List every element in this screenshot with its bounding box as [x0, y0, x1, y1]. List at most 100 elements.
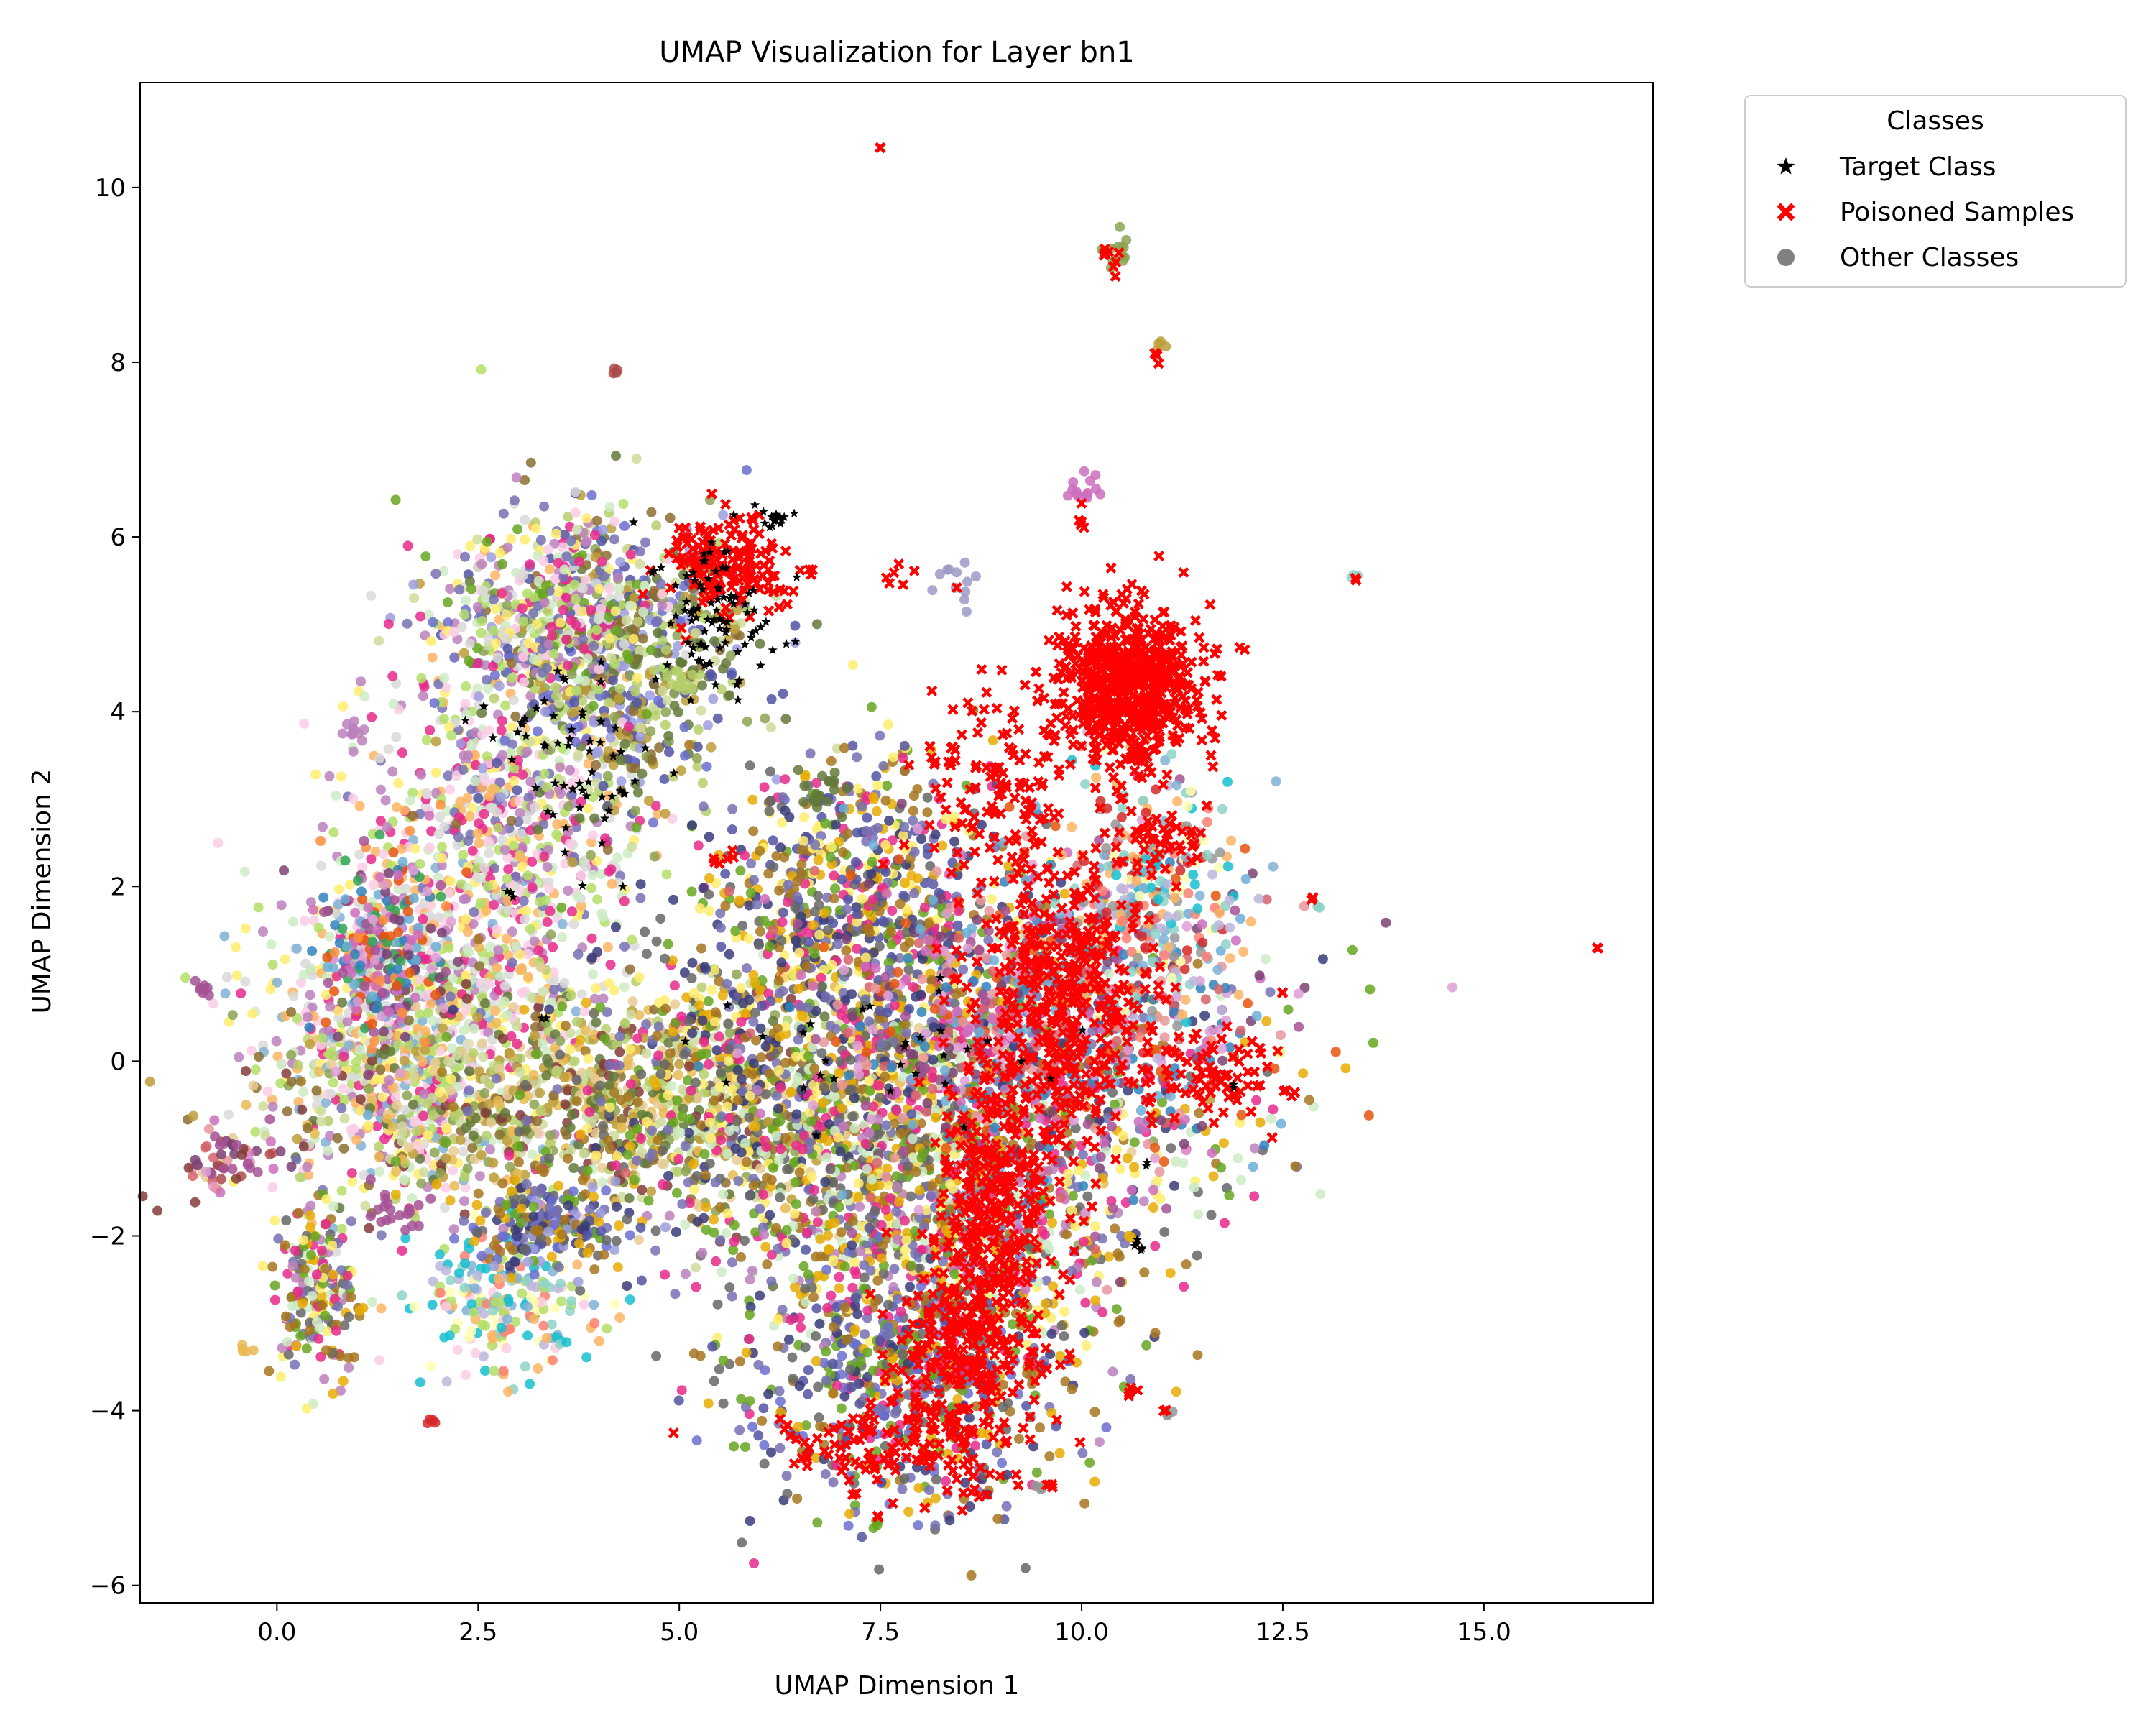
data-point-other-class	[440, 1202, 450, 1213]
data-point-other-class	[328, 1077, 338, 1088]
data-point-other-class	[414, 1008, 425, 1019]
data-point-other-class	[551, 829, 562, 840]
data-point-other-class	[596, 604, 607, 615]
data-point-other-class	[407, 1099, 418, 1110]
data-point-other-class	[525, 924, 535, 934]
data-point-other-class	[619, 982, 630, 993]
data-point-other-class	[305, 990, 315, 1000]
data-point-other-class	[608, 1071, 619, 1082]
data-point-other-class	[1059, 888, 1070, 899]
data-point-other-class	[421, 735, 432, 745]
data-point-other-class	[646, 1186, 657, 1197]
data-point-other-class	[445, 876, 456, 887]
data-point-other-class	[333, 1013, 344, 1024]
data-point-other-class	[511, 472, 522, 483]
data-point-other-class	[602, 942, 613, 952]
data-point-other-class	[437, 842, 447, 852]
data-point-other-class	[443, 1056, 454, 1067]
data-point-other-class	[416, 769, 427, 780]
data-point-other-class	[482, 1130, 492, 1141]
data-point-other-class	[387, 671, 398, 681]
data-point-other-class	[595, 1096, 606, 1107]
data-point-other-class	[632, 1033, 643, 1044]
data-point-other-class	[422, 1098, 433, 1109]
data-point-other-class	[637, 1184, 648, 1195]
data-point-other-class	[538, 556, 549, 566]
data-point-other-class	[614, 583, 625, 594]
data-point-other-class	[604, 584, 615, 594]
data-point-other-class	[234, 1052, 244, 1062]
data-point-other-class	[558, 604, 568, 615]
data-point-other-class	[549, 984, 559, 995]
data-point-other-class	[606, 864, 617, 875]
data-point-other-class	[407, 811, 418, 821]
data-point-other-class	[412, 1140, 423, 1151]
data-point-other-class	[614, 1046, 625, 1057]
data-point-other-class	[339, 1113, 350, 1124]
data-point-other-class	[597, 912, 608, 923]
data-point-other-class	[1193, 1209, 1204, 1220]
data-point-other-class	[258, 1101, 269, 1112]
data-point-other-class	[499, 980, 510, 991]
data-point-other-class	[486, 1117, 497, 1128]
data-point-other-class	[515, 885, 526, 896]
data-point-other-class	[520, 914, 530, 925]
data-point-other-class	[512, 1021, 522, 1031]
data-point-other-class	[741, 465, 752, 476]
data-point-other-class	[701, 1202, 711, 1213]
data-point-other-class	[1129, 1137, 1140, 1148]
data-point-other-class	[409, 593, 420, 603]
data-point-other-class	[354, 849, 365, 860]
data-point-other-class	[583, 803, 594, 814]
data-point-other-class	[481, 906, 492, 916]
data-point-other-class	[614, 684, 625, 694]
data-point-other-class	[470, 776, 481, 786]
data-point-other-class	[397, 1127, 408, 1138]
data-point-other-class	[424, 842, 435, 853]
data-point-other-class	[706, 742, 717, 753]
data-point-other-class	[685, 1113, 696, 1124]
data-point-other-class	[391, 1166, 401, 1177]
data-point-other-class	[512, 1039, 522, 1049]
data-point-other-class	[679, 1049, 689, 1060]
data-point-other-class	[331, 790, 341, 801]
data-point-other-class	[478, 586, 489, 597]
data-point-other-class	[811, 619, 822, 630]
data-point-other-class	[561, 551, 572, 562]
data-point-other-class	[552, 1084, 563, 1095]
data-point-other-class	[492, 822, 503, 833]
data-point-other-class	[497, 1034, 508, 1044]
data-point-other-class	[484, 848, 494, 859]
data-point-other-class	[429, 1147, 440, 1158]
data-point-other-class	[598, 781, 609, 791]
data-point-other-class	[684, 1061, 694, 1072]
data-point-other-class	[775, 1116, 786, 1126]
data-point-other-class	[280, 954, 290, 965]
data-point-other-class	[493, 945, 504, 956]
data-point-other-class	[418, 1167, 429, 1177]
data-point-other-class	[485, 942, 496, 952]
data-point-other-class	[729, 624, 740, 635]
data-point-other-class	[376, 1230, 387, 1241]
data-point-other-class	[336, 1223, 347, 1234]
data-point-other-class	[288, 990, 299, 1001]
data-point-other-class	[625, 600, 635, 611]
data-point-other-class	[292, 943, 302, 954]
data-point-other-class	[248, 1080, 259, 1091]
data-point-other-class	[619, 520, 630, 531]
data-point-other-class	[321, 1098, 331, 1108]
data-point-other-class	[239, 866, 250, 877]
data-point-other-class	[346, 1168, 357, 1179]
data-point-other-class	[474, 1171, 485, 1182]
data-point-other-class	[483, 836, 494, 847]
data-point-other-class	[482, 684, 493, 694]
data-point-other-class	[472, 1012, 483, 1023]
data-point-other-class	[488, 661, 498, 672]
data-point-other-class	[479, 862, 490, 873]
data-point-other-class	[468, 1048, 479, 1059]
data-point-other-class	[604, 978, 614, 989]
data-point-other-class	[537, 1038, 548, 1049]
data-point-other-class	[671, 1227, 681, 1237]
data-point-other-class	[423, 1130, 433, 1141]
data-point-other-class	[519, 677, 530, 688]
